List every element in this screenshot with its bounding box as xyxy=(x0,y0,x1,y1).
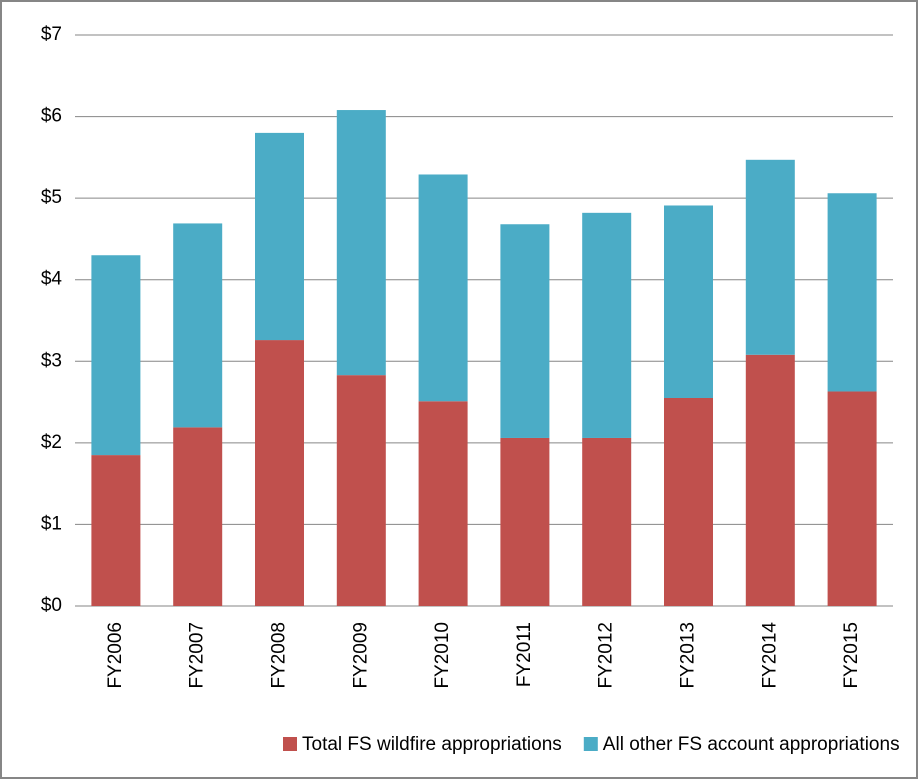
x-tick-label: FY2007 xyxy=(187,622,208,689)
x-tick-label: FY2015 xyxy=(841,622,862,689)
bar-segment xyxy=(664,397,713,606)
y-tick-label: $7 xyxy=(41,24,62,45)
legend-swatch xyxy=(583,737,598,751)
x-tick-label: FY2013 xyxy=(678,622,699,689)
bar-segment xyxy=(500,437,550,606)
bar-segment xyxy=(336,375,386,606)
y-tick-label: $3 xyxy=(41,350,62,371)
legend-label: Total FS wildfire appropriations xyxy=(302,734,562,755)
bar-segment xyxy=(173,223,223,428)
legend-swatch xyxy=(283,737,297,751)
bar-segment xyxy=(173,427,223,606)
y-tick-label: $1 xyxy=(41,513,62,534)
bar-segment xyxy=(255,340,304,606)
y-tick-label: $6 xyxy=(41,106,62,127)
y-tick-label: $4 xyxy=(41,269,63,290)
x-tick-label: FY2010 xyxy=(432,622,453,689)
y-tick-label: $2 xyxy=(41,432,62,453)
bar-segment xyxy=(500,224,550,438)
bar-segment xyxy=(418,174,468,402)
x-tick-label: FY2009 xyxy=(350,622,371,689)
bar-segment xyxy=(91,255,141,456)
bar-segment xyxy=(418,401,468,606)
bar-segment xyxy=(745,354,795,606)
bar-segment xyxy=(582,212,632,438)
x-tick-label: FY2008 xyxy=(269,622,290,689)
x-tick-label: FY2006 xyxy=(105,622,126,689)
x-tick-label: FY2011 xyxy=(514,622,535,687)
x-tick-label: FY2012 xyxy=(596,622,617,689)
legend-label: All other FS account appropriations xyxy=(603,734,900,755)
bar-segment xyxy=(664,205,713,398)
bar-segment xyxy=(827,391,877,606)
bar-segment xyxy=(255,132,304,341)
bar-segment xyxy=(582,437,632,606)
bar-segment xyxy=(91,455,141,606)
bar-segment xyxy=(336,110,386,376)
y-tick-label: $5 xyxy=(41,187,62,208)
x-tick-label: FY2014 xyxy=(759,622,780,689)
bar-segment xyxy=(827,193,877,392)
y-tick-label: $0 xyxy=(41,595,62,616)
bar-segment xyxy=(745,159,795,355)
